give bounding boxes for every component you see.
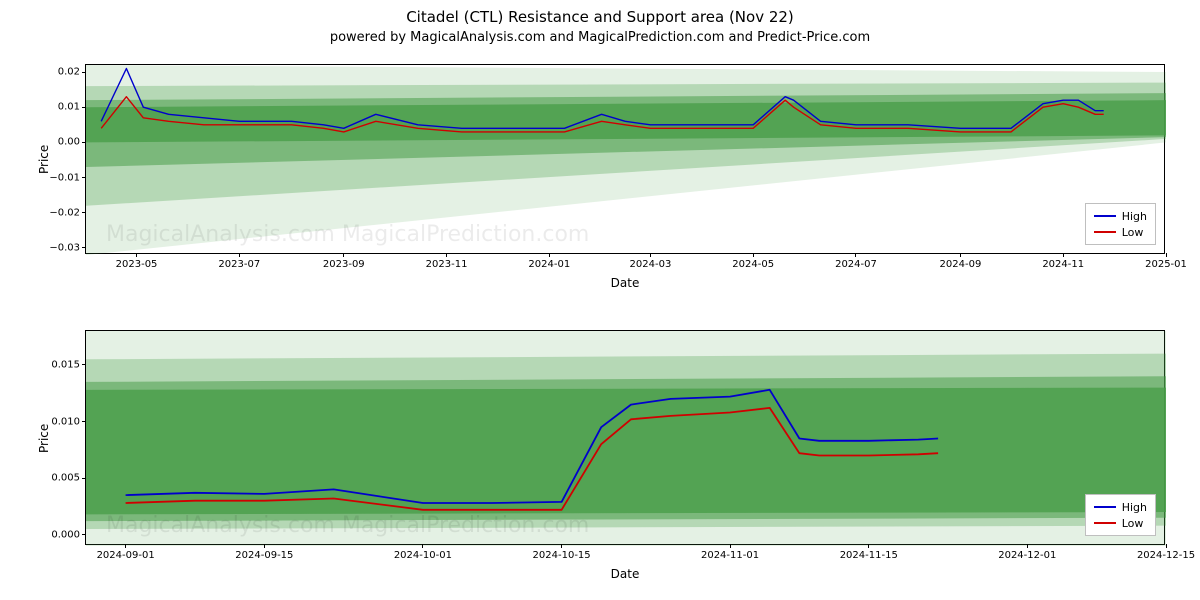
ytick-label: 0.010	[51, 416, 80, 427]
legend-swatch	[1094, 506, 1116, 508]
xtick-label: 2024-10-15	[533, 550, 591, 561]
xlabel-top: Date	[85, 276, 1165, 290]
ytick-label: 0.000	[51, 529, 80, 540]
legend-bottom: High Low	[1085, 494, 1156, 536]
legend-swatch	[1094, 522, 1116, 524]
xtick-label: 2023-07	[218, 259, 260, 270]
bottom-chart-svg	[86, 331, 1166, 546]
ytick-label: −0.01	[49, 172, 80, 183]
xtick-label: 2024-05	[732, 259, 774, 270]
chart-subtitle: powered by MagicalAnalysis.com and Magic…	[0, 30, 1200, 45]
xtick-label: 2024-11-15	[840, 550, 898, 561]
ytick-label: 0.01	[58, 102, 80, 113]
chart-title: Citadel (CTL) Resistance and Support are…	[0, 8, 1200, 26]
legend-entry: High	[1094, 208, 1147, 224]
xtick-label: 2024-11	[1042, 259, 1084, 270]
xtick-label: 2024-12-15	[1137, 550, 1195, 561]
ylabel-bottom: Price	[37, 423, 51, 452]
legend-top: High Low	[1085, 203, 1156, 245]
xtick-label: 2024-09-01	[97, 550, 155, 561]
xtick-label: 2023-09	[323, 259, 365, 270]
legend-label: Low	[1122, 226, 1144, 239]
top-chart-svg	[86, 65, 1166, 255]
ytick-label: 0.015	[51, 359, 80, 370]
ytick-label: 0.00	[58, 137, 80, 148]
xtick-label: 2024-03	[630, 259, 672, 270]
ytick-label: 0.005	[51, 473, 80, 484]
bottom-chart-panel: MagicalAnalysis.com MagicalPrediction.co…	[85, 330, 1165, 545]
xtick-label: 2024-11-01	[701, 550, 759, 561]
legend-entry: Low	[1094, 224, 1147, 240]
ytick-label: −0.02	[49, 207, 80, 218]
xlabel-bottom: Date	[85, 567, 1165, 581]
xtick-label: 2024-07	[835, 259, 877, 270]
xtick-label: 2024-01	[528, 259, 570, 270]
legend-entry: Low	[1094, 515, 1147, 531]
legend-label: Low	[1122, 517, 1144, 530]
ytick-label: −0.03	[49, 242, 80, 253]
legend-label: High	[1122, 210, 1147, 223]
figure: Citadel (CTL) Resistance and Support are…	[0, 0, 1200, 600]
xtick-label: 2024-12-01	[998, 550, 1056, 561]
xtick-label: 2024-09-15	[235, 550, 293, 561]
legend-swatch	[1094, 231, 1116, 233]
xtick-label: 2024-10-01	[394, 550, 452, 561]
xtick-label: 2025-01	[1145, 259, 1187, 270]
legend-swatch	[1094, 215, 1116, 217]
xtick-label: 2024-09	[940, 259, 982, 270]
xtick-label: 2023-11	[426, 259, 468, 270]
ytick-label: 0.02	[58, 67, 80, 78]
legend-entry: High	[1094, 499, 1147, 515]
top-chart-panel: MagicalAnalysis.com MagicalPrediction.co…	[85, 64, 1165, 254]
legend-label: High	[1122, 501, 1147, 514]
ylabel-top: Price	[37, 145, 51, 174]
xtick-label: 2023-05	[116, 259, 158, 270]
